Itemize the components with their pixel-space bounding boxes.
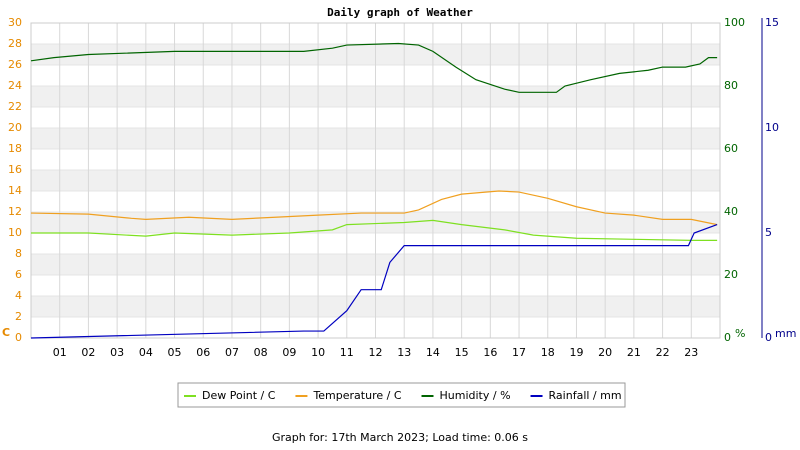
series-line bbox=[30, 42, 718, 93]
y3-tick-label: 10 bbox=[765, 121, 779, 134]
y2-tick-label: 40 bbox=[724, 205, 738, 218]
y-axis-label: C bbox=[2, 326, 10, 339]
x-tick-label: 17 bbox=[512, 346, 526, 359]
x-tick-label: 14 bbox=[426, 346, 440, 359]
series-line bbox=[30, 190, 718, 226]
y3-tick-label: 0 bbox=[765, 331, 772, 344]
legend-label: Dew Point / C bbox=[202, 389, 276, 402]
y-tick-label: 14 bbox=[8, 184, 22, 197]
y2-tick-label: 60 bbox=[724, 142, 738, 155]
x-tick-label: 20 bbox=[598, 346, 612, 359]
x-tick-label: 03 bbox=[110, 346, 124, 359]
y3-axis-label: mm bbox=[775, 327, 796, 340]
y3-tick-label: 5 bbox=[765, 226, 772, 239]
y-tick-label: 8 bbox=[15, 247, 22, 260]
series-line bbox=[31, 219, 718, 241]
x-tick-label: 19 bbox=[569, 346, 583, 359]
y2-axis-label: % bbox=[735, 327, 745, 340]
y2-tick-label: 80 bbox=[724, 79, 738, 92]
y-tick-label: 2 bbox=[15, 310, 22, 323]
x-tick-label: 05 bbox=[168, 346, 182, 359]
y-tick-label: 4 bbox=[15, 289, 22, 302]
y2-tick-label: 0 bbox=[724, 331, 731, 344]
legend-label: Temperature / C bbox=[312, 389, 401, 402]
y-tick-label: 0 bbox=[15, 331, 22, 344]
x-tick-label: 06 bbox=[196, 346, 210, 359]
y2-tick-label: 20 bbox=[724, 268, 738, 281]
legend-label: Humidity / % bbox=[440, 389, 511, 402]
x-tick-label: 16 bbox=[483, 346, 497, 359]
y3-tick-label: 15 bbox=[765, 16, 779, 29]
x-tick-label: 11 bbox=[340, 346, 354, 359]
x-tick-label: 01 bbox=[53, 346, 67, 359]
y-tick-label: 30 bbox=[8, 16, 22, 29]
y-tick-label: 10 bbox=[8, 226, 22, 239]
x-tick-label: 21 bbox=[627, 346, 641, 359]
y-tick-label: 18 bbox=[8, 142, 22, 155]
y-tick-label: 20 bbox=[8, 121, 22, 134]
x-tick-label: 22 bbox=[656, 346, 670, 359]
x-tick-label: 18 bbox=[541, 346, 555, 359]
x-tick-label: 12 bbox=[369, 346, 383, 359]
x-tick-label: 04 bbox=[139, 346, 153, 359]
x-tick-label: 08 bbox=[254, 346, 268, 359]
y-tick-label: 16 bbox=[8, 163, 22, 176]
x-tick-label: 23 bbox=[684, 346, 698, 359]
x-tick-label: 15 bbox=[455, 346, 469, 359]
y-tick-label: 28 bbox=[8, 37, 22, 50]
chart-title: Daily graph of Weather bbox=[327, 6, 473, 19]
x-tick-label: 07 bbox=[225, 346, 239, 359]
legend-label: Rainfall / mm bbox=[549, 389, 622, 402]
x-tick-label: 10 bbox=[311, 346, 325, 359]
legend-box bbox=[177, 382, 626, 408]
series-line bbox=[30, 224, 718, 339]
plot-frame bbox=[30, 22, 721, 339]
y-tick-label: 26 bbox=[8, 58, 22, 71]
x-tick-label: 09 bbox=[282, 346, 296, 359]
x-tick-label: 02 bbox=[81, 346, 95, 359]
y-tick-label: 24 bbox=[8, 79, 22, 92]
y-tick-label: 6 bbox=[15, 268, 22, 281]
x-tick-label: 13 bbox=[397, 346, 411, 359]
y-tick-label: 22 bbox=[8, 100, 22, 113]
footer: Graph for: 17th March 2023; Load time: 0… bbox=[272, 431, 528, 444]
y-tick-label: 12 bbox=[8, 205, 22, 218]
y2-tick-label: 100 bbox=[724, 16, 745, 29]
